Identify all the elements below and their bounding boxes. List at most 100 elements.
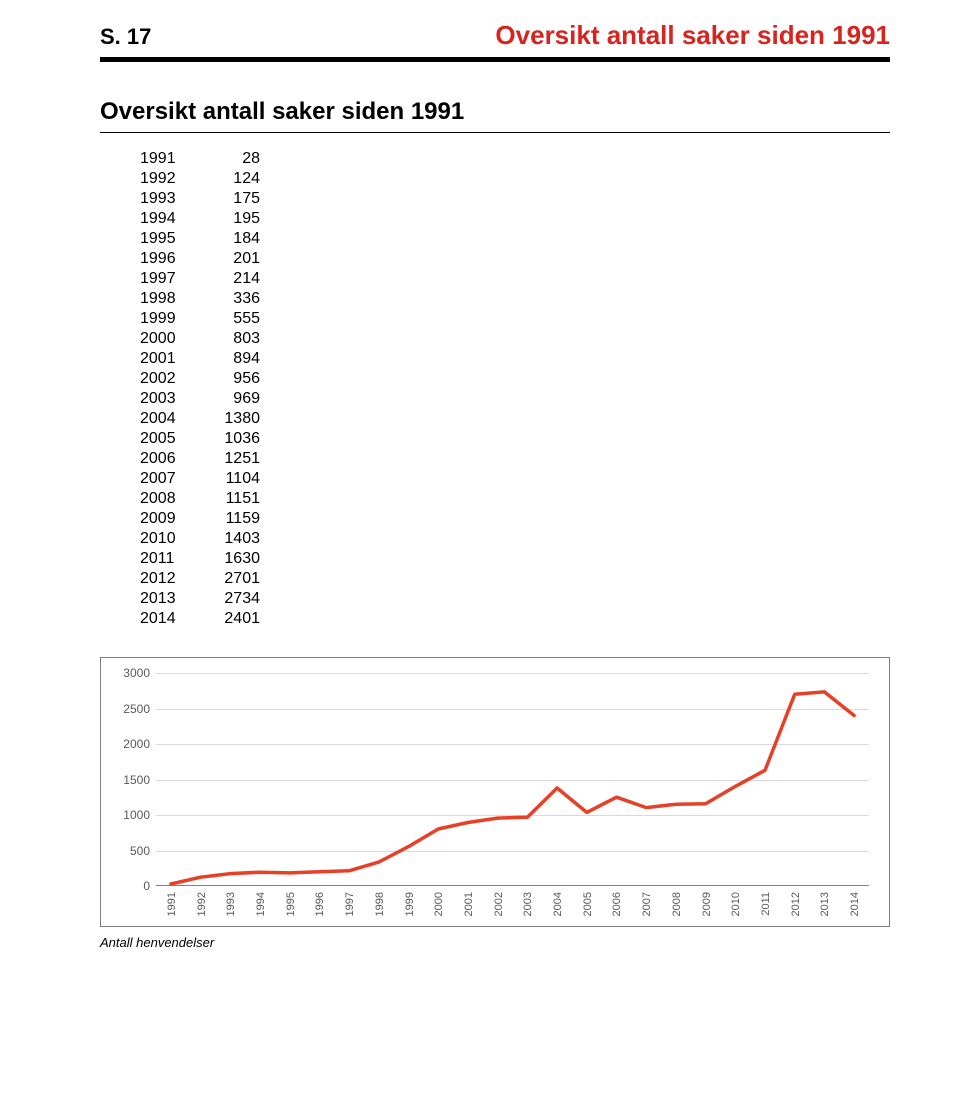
table-row: 20101403 bbox=[140, 529, 890, 549]
table-cell-year: 2008 bbox=[140, 489, 200, 509]
table-cell-value: 1159 bbox=[200, 509, 260, 529]
table-row: 1997214 bbox=[140, 269, 890, 289]
chart-xtick-label: 2004 bbox=[552, 892, 564, 916]
table-cell-year: 2003 bbox=[140, 389, 200, 409]
chart-ytick-label: 1500 bbox=[123, 773, 150, 787]
table-cell-value: 184 bbox=[200, 229, 260, 249]
table-cell-year: 2006 bbox=[140, 449, 200, 469]
table-row: 20081151 bbox=[140, 489, 890, 509]
table-cell-value: 894 bbox=[200, 349, 260, 369]
header-row: S. 17 Oversikt antall saker siden 1991 bbox=[100, 20, 890, 51]
chart-xtick-label: 2012 bbox=[790, 892, 802, 916]
table-row: 1994195 bbox=[140, 209, 890, 229]
table-cell-value: 1403 bbox=[200, 529, 260, 549]
table-row: 2000803 bbox=[140, 329, 890, 349]
chart-xtick-label: 1996 bbox=[314, 892, 326, 916]
chart-xtick-label: 2002 bbox=[493, 892, 505, 916]
table-row: 2003969 bbox=[140, 389, 890, 409]
table-cell-value: 201 bbox=[200, 249, 260, 269]
chart-xtick-label: 2011 bbox=[760, 892, 772, 916]
table-cell-value: 1251 bbox=[200, 449, 260, 469]
page-title: Oversikt antall saker siden 1991 bbox=[495, 20, 890, 51]
table-cell-year: 1992 bbox=[140, 169, 200, 189]
table-row: 20051036 bbox=[140, 429, 890, 449]
chart-xtick-label: 1994 bbox=[255, 892, 267, 916]
chart-caption: Antall henvendelser bbox=[100, 935, 890, 950]
chart-xtick-label: 2000 bbox=[433, 892, 445, 916]
table-cell-value: 1104 bbox=[200, 469, 260, 489]
section-rule bbox=[100, 132, 890, 133]
table-cell-year: 2012 bbox=[140, 569, 200, 589]
table-cell-value: 1151 bbox=[200, 489, 260, 509]
table-cell-value: 956 bbox=[200, 369, 260, 389]
table-cell-year: 2010 bbox=[140, 529, 200, 549]
page: S. 17 Oversikt antall saker siden 1991 O… bbox=[0, 0, 960, 1114]
table-cell-year: 2000 bbox=[140, 329, 200, 349]
table-row: 2001894 bbox=[140, 349, 890, 369]
table-cell-year: 1997 bbox=[140, 269, 200, 289]
header-rule bbox=[100, 57, 890, 62]
table-cell-year: 2014 bbox=[140, 609, 200, 629]
chart-ytick-label: 0 bbox=[143, 879, 150, 893]
chart-xtick-label: 2014 bbox=[849, 892, 861, 916]
table-row: 20041380 bbox=[140, 409, 890, 429]
chart-xtick-label: 1993 bbox=[225, 892, 237, 916]
data-table: 1991281992124199317519941951995184199620… bbox=[140, 149, 890, 629]
table-cell-year: 2001 bbox=[140, 349, 200, 369]
table-row: 1993175 bbox=[140, 189, 890, 209]
chart-container: 0 500 1000 1500 2000 2500 3000 1991 1992 1993 1994… bbox=[100, 657, 890, 927]
table-row: 20142401 bbox=[140, 609, 890, 629]
table-cell-value: 336 bbox=[200, 289, 260, 309]
table-cell-year: 2002 bbox=[140, 369, 200, 389]
chart-xtick-label: 1997 bbox=[344, 892, 356, 916]
chart-xtick-label: 2003 bbox=[522, 892, 534, 916]
table-cell-value: 803 bbox=[200, 329, 260, 349]
table-row: 1999555 bbox=[140, 309, 890, 329]
table-row: 2002956 bbox=[140, 369, 890, 389]
chart-xtick-label: 1999 bbox=[404, 892, 416, 916]
table-cell-year: 1993 bbox=[140, 189, 200, 209]
table-row: 1998336 bbox=[140, 289, 890, 309]
table-cell-year: 1995 bbox=[140, 229, 200, 249]
chart-xtick-label: 1992 bbox=[196, 892, 208, 916]
table-cell-value: 1036 bbox=[200, 429, 260, 449]
chart-ytick-label: 2000 bbox=[123, 737, 150, 751]
chart-xtick-label: 1998 bbox=[374, 892, 386, 916]
table-row: 20061251 bbox=[140, 449, 890, 469]
table-row: 20091159 bbox=[140, 509, 890, 529]
table-cell-year: 1996 bbox=[140, 249, 200, 269]
chart-ytick-label: 500 bbox=[130, 844, 150, 858]
table-cell-value: 195 bbox=[200, 209, 260, 229]
table-cell-value: 2734 bbox=[200, 589, 260, 609]
table-cell-year: 2007 bbox=[140, 469, 200, 489]
table-cell-value: 1630 bbox=[200, 549, 260, 569]
chart-line-svg bbox=[156, 673, 869, 886]
chart-xtick-label: 2013 bbox=[819, 892, 831, 916]
chart-ytick-label: 1000 bbox=[123, 808, 150, 822]
table-row: 1996201 bbox=[140, 249, 890, 269]
chart-xtick-label: 2006 bbox=[611, 892, 623, 916]
chart-series-line bbox=[171, 692, 854, 884]
table-row: 20071104 bbox=[140, 469, 890, 489]
table-cell-year: 2004 bbox=[140, 409, 200, 429]
table-row: 1992124 bbox=[140, 169, 890, 189]
page-number: S. 17 bbox=[100, 24, 151, 50]
table-cell-year: 1994 bbox=[140, 209, 200, 229]
chart-xtick-label: 2009 bbox=[701, 892, 713, 916]
table-row: 199128 bbox=[140, 149, 890, 169]
table-row: 20132734 bbox=[140, 589, 890, 609]
chart-ytick-label: 2500 bbox=[123, 702, 150, 716]
chart-ytick-label: 3000 bbox=[123, 666, 150, 680]
table-cell-year: 2009 bbox=[140, 509, 200, 529]
chart-xtick-label: 2008 bbox=[671, 892, 683, 916]
chart-xtick-label: 2005 bbox=[582, 892, 594, 916]
table-cell-year: 1999 bbox=[140, 309, 200, 329]
chart-xtick-label: 1991 bbox=[166, 892, 178, 916]
table-row: 20122701 bbox=[140, 569, 890, 589]
table-row: 1995184 bbox=[140, 229, 890, 249]
table-cell-year: 2013 bbox=[140, 589, 200, 609]
table-cell-year: 1991 bbox=[140, 149, 200, 169]
table-cell-year: 1998 bbox=[140, 289, 200, 309]
table-cell-value: 555 bbox=[200, 309, 260, 329]
chart-xtick-label: 2010 bbox=[730, 892, 742, 916]
